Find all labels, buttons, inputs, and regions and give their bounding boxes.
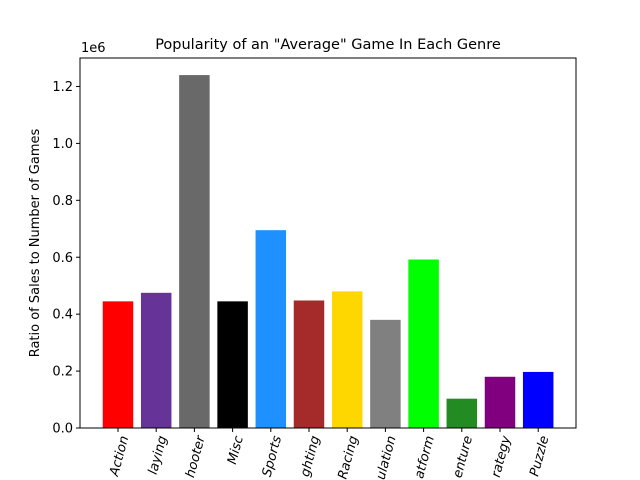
x-tick-label: Sports xyxy=(260,434,285,478)
x-tick-label: ghting xyxy=(298,434,323,478)
y-tick-label: 0.2 xyxy=(52,365,73,380)
x-tick-label: rategy xyxy=(489,434,515,479)
bar-role-playing xyxy=(140,292,172,428)
y-tick-label: 0.6 xyxy=(52,251,73,266)
bar-puzzle xyxy=(522,371,554,428)
y-tick-label: 0.0 xyxy=(52,422,73,437)
x-tick-label: ulation xyxy=(374,434,400,480)
bar-misc xyxy=(217,301,248,428)
bar-strategy xyxy=(484,376,516,428)
y-axis-offset-label: 1e6 xyxy=(81,41,106,56)
bar-sports xyxy=(255,230,287,428)
y-axis-ticks: 0.0 0.2 0.4 0.6 0.8 1.0 1.2 xyxy=(52,80,80,437)
y-axis-label: Ratio of Sales to Number of Games xyxy=(28,128,43,357)
bar-action xyxy=(102,301,134,428)
bar-racing xyxy=(331,291,363,428)
x-tick-label: hooter xyxy=(183,433,209,480)
x-tick-label: Puzzle xyxy=(527,434,552,478)
bar-simulation xyxy=(370,319,401,428)
bars-group xyxy=(102,75,554,428)
bar-shooter xyxy=(179,75,210,428)
chart-title: Popularity of an "Average" Game In Each … xyxy=(155,37,501,53)
x-tick-label: atform xyxy=(412,434,438,480)
y-tick-label: 0.4 xyxy=(52,308,73,323)
y-tick-label: 1.2 xyxy=(52,80,73,95)
plot-frame xyxy=(79,57,577,429)
x-tick-label: Action xyxy=(107,434,132,478)
bar-adventure xyxy=(446,398,478,428)
bar-fighting xyxy=(293,300,325,428)
x-tick-label: Misc xyxy=(225,434,247,466)
y-tick-label: 1.0 xyxy=(52,137,73,152)
x-tick-label: Racing xyxy=(336,434,362,480)
x-tick-label: enture xyxy=(450,434,476,479)
y-tick-label: 0.8 xyxy=(52,194,73,209)
bar-platform xyxy=(408,259,439,428)
x-axis-ticks: Action laying hooter Misc Sports ghting Racing… xyxy=(107,428,552,480)
x-tick-label: laying xyxy=(146,434,171,476)
